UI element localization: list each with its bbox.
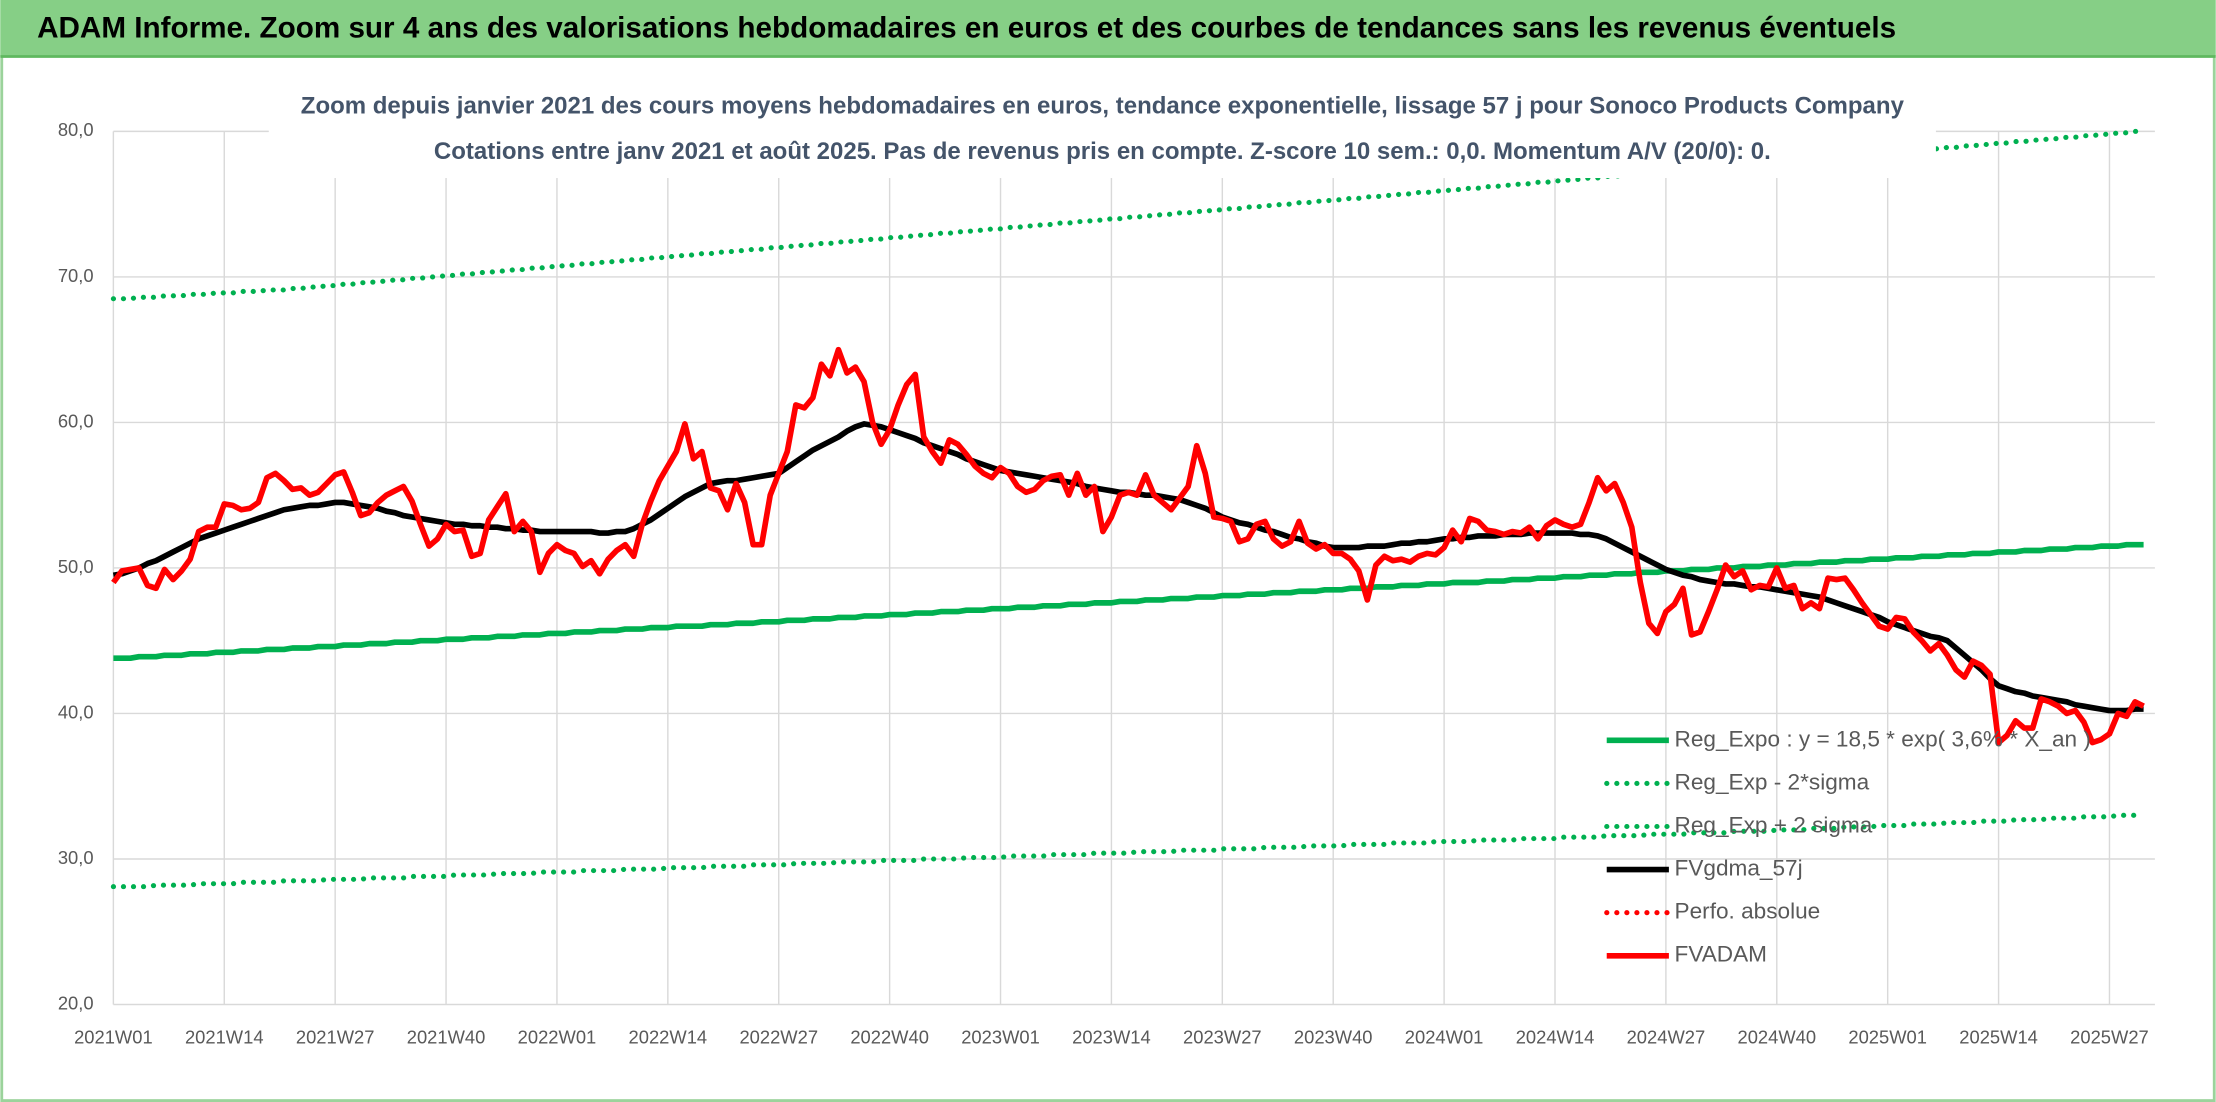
x-tick-label: 2024W27 (1627, 1026, 1706, 1047)
y-tick-label: 60,0 (58, 410, 94, 431)
chart-title: Zoom depuis janvier 2021 des cours moyen… (301, 93, 1905, 120)
x-tick-label: 2024W40 (1737, 1026, 1816, 1047)
legend-label: FVgdma_57j (1675, 856, 1803, 881)
chart-subtitle: Cotations entre janv 2021 et août 2025. … (434, 138, 1771, 165)
x-tick-label: 2023W40 (1294, 1026, 1373, 1047)
title-background (268, 81, 1936, 179)
series-line (113, 541, 2144, 662)
y-tick-label: 20,0 (58, 992, 94, 1013)
x-tick-label: 2024W01 (1405, 1026, 1484, 1047)
legend-label: Reg_Expo : y = 18,5 * exp( 3,6% * X_an ) (1675, 726, 2091, 751)
y-tick-label: 80,0 (58, 119, 94, 140)
x-tick-label: 2023W01 (961, 1026, 1040, 1047)
x-tick-label: 2022W14 (629, 1026, 708, 1047)
legend-label: FVADAM (1675, 942, 1767, 967)
x-tick-label: 2021W40 (407, 1026, 486, 1047)
x-tick-label: 2022W01 (518, 1026, 597, 1047)
legend: Reg_Expo : y = 18,5 * exp( 3,6% * X_an )… (1604, 726, 2091, 967)
y-tick-label: 70,0 (58, 265, 94, 286)
series-line (111, 346, 2145, 746)
x-tick-label: 2025W01 (1848, 1026, 1927, 1047)
x-tick-label: 2022W27 (739, 1026, 818, 1047)
legend-label: Perfo. absolue (1675, 899, 1821, 924)
y-tick-label: 40,0 (58, 701, 94, 722)
legend-label: Reg_Exp + 2 sigma (1675, 812, 1873, 837)
header-title: ADAM Informe. Zoom sur 4 ans des valoris… (37, 11, 1896, 44)
x-tick-label: 2021W27 (296, 1026, 375, 1047)
y-tick-label: 50,0 (58, 556, 94, 577)
x-tick-label: 2025W14 (1959, 1026, 2038, 1047)
x-tick-label: 2025W27 (2070, 1026, 2149, 1047)
x-tick-label: 2023W27 (1183, 1026, 1262, 1047)
x-tick-label: 2022W40 (850, 1026, 929, 1047)
x-tick-label: 2021W14 (185, 1026, 264, 1047)
x-tick-label: 2023W14 (1072, 1026, 1151, 1047)
x-tick-label: 2024W14 (1516, 1026, 1595, 1047)
legend-label: Reg_Exp - 2*sigma (1675, 769, 1870, 794)
header-bar (0, 0, 2216, 57)
series-line (110, 812, 2147, 890)
y-tick-label: 30,0 (58, 847, 94, 868)
x-tick-label: 2021W01 (74, 1026, 153, 1047)
